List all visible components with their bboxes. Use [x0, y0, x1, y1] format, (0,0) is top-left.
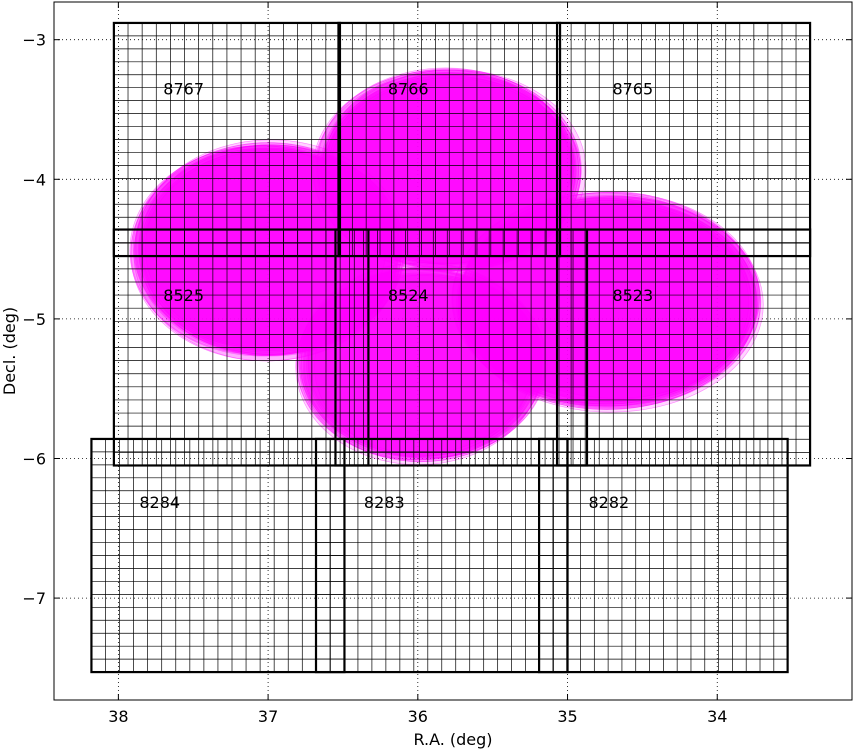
- tract-boundary: [555, 228, 812, 467]
- footprint-ellipse: [459, 200, 750, 405]
- footprint-ellipse: [467, 201, 752, 403]
- x-tick-label: 35: [557, 707, 577, 726]
- footprint-ellipse: [139, 144, 398, 351]
- tract-label: 8283: [364, 493, 405, 512]
- footprint-ellipse: [312, 69, 577, 271]
- y-tick-label: −5: [22, 310, 46, 329]
- y-tick-label: −6: [22, 449, 46, 468]
- footprint-ellipse: [313, 72, 576, 272]
- grid-lines: [54, 2, 852, 700]
- footprint-ellipse: [322, 69, 587, 272]
- footprint-ellipse: [461, 191, 760, 402]
- tract-8283: [314, 437, 569, 674]
- tract-label: 8284: [139, 493, 180, 512]
- tract-8767: [112, 21, 342, 258]
- footprint-ellipse: [304, 274, 533, 458]
- footprint-ellipse: [321, 73, 581, 272]
- tract-patch-grids: [90, 21, 812, 674]
- tract-label: 8523: [612, 286, 653, 305]
- tract-label: 8767: [163, 80, 204, 99]
- tract-8523: [555, 228, 812, 467]
- x-axis-label: R.A. (deg): [413, 730, 492, 749]
- plot-frame: [53, 1, 853, 701]
- footprint-ellipse: [327, 75, 574, 264]
- footprint-ellipse: [298, 262, 543, 457]
- footprint-ellipse: [300, 269, 543, 462]
- tract-label: 8766: [388, 80, 429, 99]
- footprint-ellipse: [296, 269, 537, 461]
- footprint-ellipse: [296, 267, 539, 461]
- footprint-ellipse: [457, 195, 762, 409]
- footprint-ellipse: [457, 196, 764, 413]
- footprint-ellipse: [142, 148, 394, 350]
- tract-label: 8282: [588, 493, 629, 512]
- footprint-ellipse: [144, 148, 397, 349]
- footprint-ellipse: [456, 197, 757, 410]
- footprint-ellipse: [459, 196, 761, 408]
- y-tick-label: −4: [22, 170, 46, 189]
- footprint-ellipse: [324, 72, 580, 267]
- y-tick-label: −3: [22, 31, 46, 50]
- tract-boundary: [537, 437, 789, 674]
- x-tick-label: 36: [408, 707, 428, 726]
- footprint-ellipse: [134, 142, 401, 355]
- y-axis-label: Decl. (deg): [0, 307, 19, 395]
- footprint-ellipse: [133, 147, 402, 362]
- tract-labels: 8767 8766 8765 8525 8524 8523 8284 8283 8282: [139, 80, 653, 512]
- tract-label: 8524: [388, 286, 429, 305]
- tract-label: 8765: [612, 80, 653, 99]
- x-tick-label: 38: [108, 707, 128, 726]
- y-tick-label: −7: [22, 589, 46, 608]
- tract-8284: [90, 437, 346, 674]
- footprint-ellipse: [322, 77, 574, 269]
- footprint-ellipse: [129, 145, 393, 356]
- footprint-ellipse: [138, 144, 399, 353]
- footprint-ellipse: [324, 68, 573, 258]
- tract-label: 8525: [163, 286, 204, 305]
- footprint-ellipse: [139, 149, 398, 356]
- tract-8282: [537, 437, 789, 674]
- axis-ticks: 38 37 36 35 34 −3 −4 −5 −6 −7: [22, 2, 852, 726]
- footprint-ellipse: [321, 69, 581, 268]
- x-tick-label: 37: [258, 707, 278, 726]
- x-tick-label: 34: [707, 707, 727, 726]
- footprint-ellipse: [451, 192, 755, 407]
